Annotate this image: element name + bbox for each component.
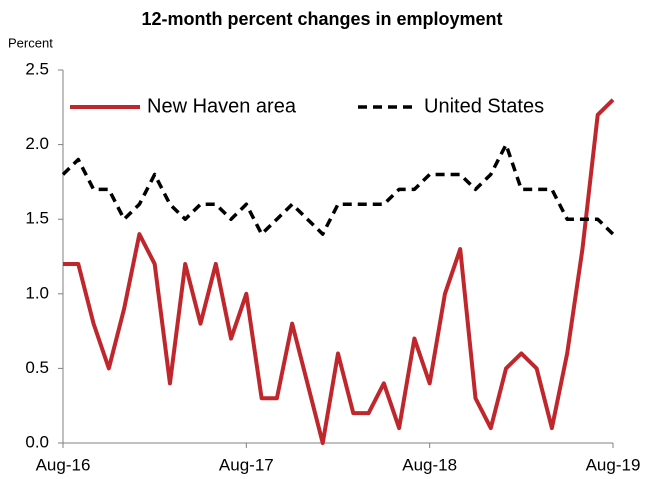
x-tick-label: Aug-19 [586, 455, 641, 474]
y-tick-label: 2.5 [25, 59, 49, 78]
legend-label: United States [424, 95, 544, 117]
x-tick-label: Aug-16 [36, 455, 91, 474]
y-tick-label: 2.0 [25, 134, 49, 153]
y-tick-label: 0.0 [25, 432, 49, 451]
y-axis-label: Percent [8, 35, 53, 50]
chart-title: 12-month percent changes in employment [141, 9, 502, 29]
line-series [61, 142, 615, 236]
legend-label: New Haven area [147, 95, 297, 117]
y-tick-label: 0.5 [25, 358, 49, 377]
y-tick-label: 1.0 [25, 283, 49, 302]
x-tick-label: Aug-18 [402, 455, 457, 474]
y-tick-label: 1.5 [25, 209, 49, 228]
line-series [63, 98, 615, 445]
x-tick-label: Aug-17 [219, 455, 274, 474]
